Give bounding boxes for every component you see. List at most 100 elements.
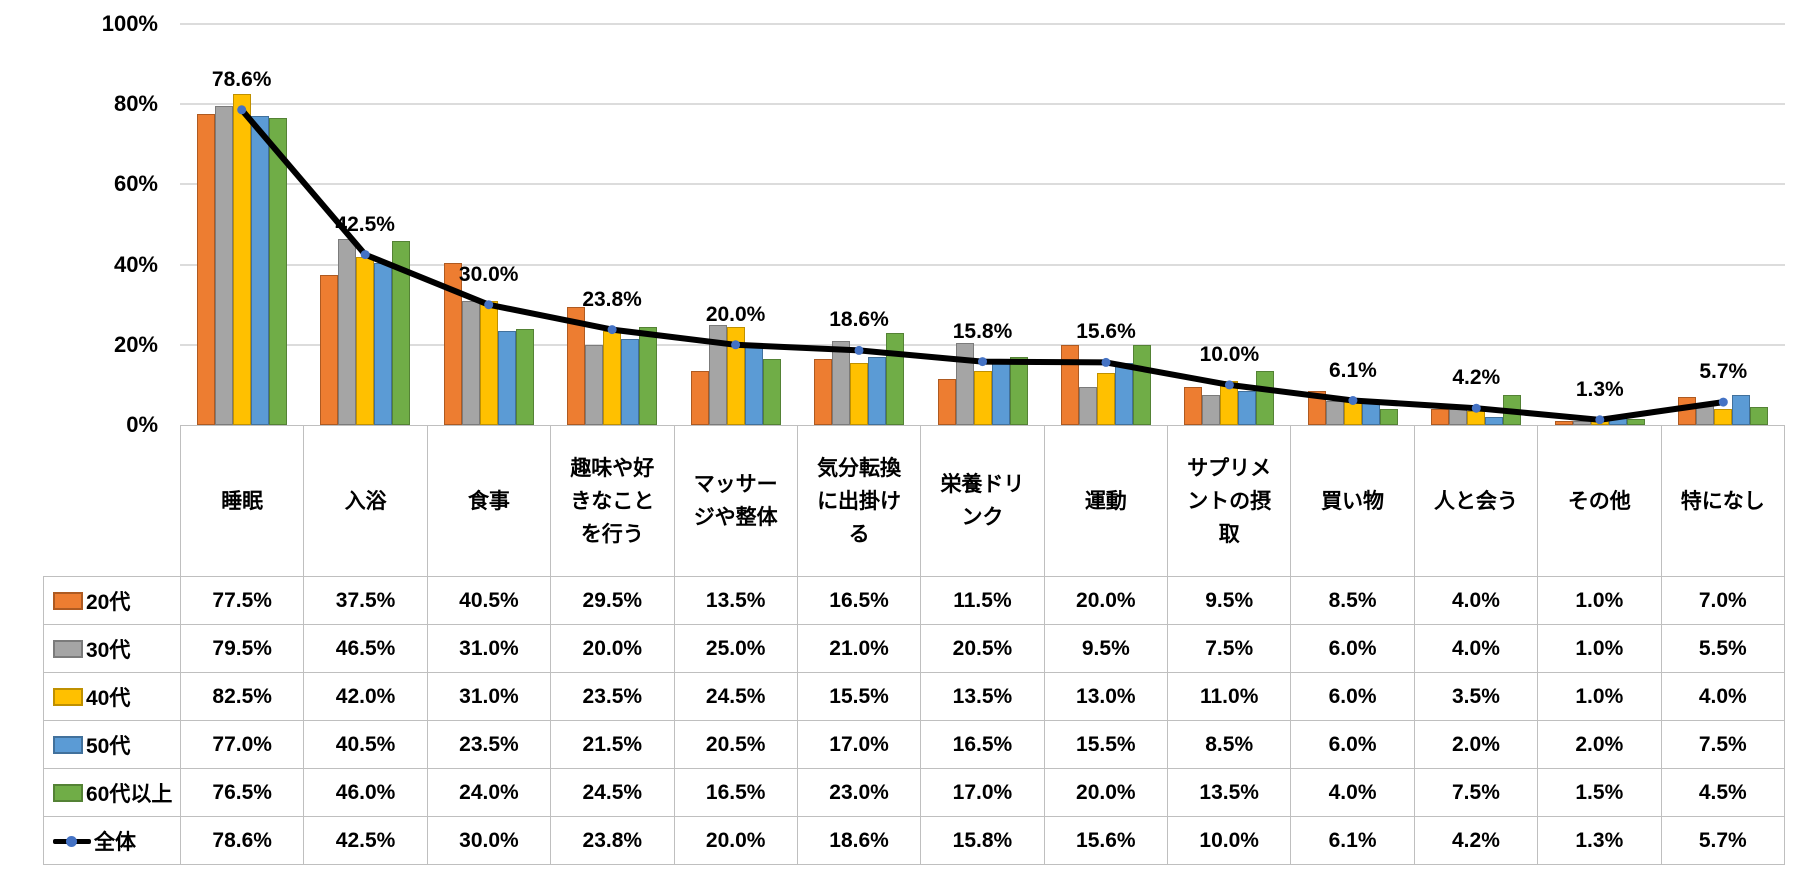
data-label: 78.6% (211, 67, 272, 91)
value-cell: 7.5% (1166, 624, 1292, 673)
data-label: 6.1% (1328, 358, 1377, 382)
value-cell: 23.8% (550, 816, 675, 865)
value-cell: 13.0% (1043, 672, 1169, 721)
data-label: 1.3% (1575, 377, 1624, 401)
legend-swatch-30代 (53, 639, 83, 658)
series-name: 50代 (86, 734, 131, 758)
y-axis-tick-label: 60% (113, 171, 158, 197)
series-row-20代: 20代 77.5% 37.5% 40.5% 29.5% 13.5% 16.5% 11.5% 20… (43, 576, 1785, 625)
bar-20代-人と会う (1431, 409, 1450, 425)
value-cell: 15.5% (1043, 720, 1169, 769)
bar-60代以上-買い物 (1379, 409, 1398, 425)
line-marker (854, 345, 864, 355)
bar-30代-趣味や好きなことを行う (585, 344, 604, 425)
line-marker (1595, 415, 1605, 425)
bar-50代-食事 (497, 330, 516, 425)
category-header: 特になし (1660, 425, 1785, 577)
category-header: 入浴 (303, 425, 428, 577)
line-marker (360, 250, 370, 260)
value-cell: 15.6% (1043, 816, 1169, 865)
value-cell: 2.0% (1413, 720, 1539, 769)
value-cell: 24.5% (673, 672, 798, 721)
line-marker (1101, 357, 1111, 367)
legend-swatch-20代 (53, 591, 83, 610)
line-marker (237, 105, 247, 115)
value-cell: 1.0% (1537, 624, 1662, 673)
value-cell: 21.0% (796, 624, 922, 673)
category-header: サプリメントの摂取 (1166, 425, 1292, 577)
legend-swatch-40代 (53, 687, 83, 706)
value-cell: 1.3% (1537, 816, 1662, 865)
data-table: 睡眠 入浴 食事 趣味や好きなことを行う マッサージや整体 気分転換に出掛ける 栄養ドリンク… (43, 425, 1785, 865)
legend-line-icon (53, 831, 91, 851)
value-cell: 20.5% (673, 720, 798, 769)
series-row-60代以上: 60代以上 76.5% 46.0% 24.0% 24.5% 16.5% 23.0% 17.0%… (43, 768, 1785, 817)
value-cell: 40.5% (303, 720, 428, 769)
value-cell: 15.8% (920, 816, 1045, 865)
category-header: 睡眠 (179, 425, 305, 577)
bar-20代-その他 (1554, 421, 1573, 425)
value-cell: 24.0% (426, 768, 552, 817)
line-marker (1471, 403, 1481, 413)
value-cell: 15.5% (796, 672, 922, 721)
line-marker (607, 325, 617, 335)
value-cell: 30.0% (426, 816, 552, 865)
series-name: 30代 (86, 638, 131, 662)
value-cell: 6.1% (1290, 816, 1415, 865)
value-cell: 8.5% (1290, 576, 1415, 625)
overall-line-series (237, 105, 1728, 425)
bar-30代-食事 (461, 300, 480, 425)
gridline (180, 263, 1785, 266)
value-cell: 20.5% (920, 624, 1045, 673)
bar-20代-趣味や好きなことを行う (567, 306, 586, 425)
line-marker (1718, 397, 1728, 407)
bar-60代以上-趣味や好きなことを行う (639, 326, 658, 425)
bar-20代-入浴 (320, 274, 339, 425)
series-name: 全体 (94, 830, 136, 854)
legend-swatch-60代以上 (53, 783, 83, 802)
category-header: 趣味や好きなことを行う (550, 425, 675, 577)
value-cell: 40.5% (426, 576, 552, 625)
value-cell: 5.5% (1660, 624, 1785, 673)
value-cell: 29.5% (550, 576, 675, 625)
value-cell: 11.0% (1166, 672, 1292, 721)
bar-50代-趣味や好きなことを行う (621, 338, 640, 425)
value-cell: 2.0% (1537, 720, 1662, 769)
data-label: 15.6% (1076, 320, 1136, 344)
value-cell: 23.5% (550, 672, 675, 721)
value-cell: 3.5% (1413, 672, 1539, 721)
value-cell: 24.5% (550, 768, 675, 817)
y-axis-tick-label: 20% (113, 331, 158, 357)
value-cell: 6.0% (1290, 624, 1415, 673)
series-label-cell: 20代 (43, 576, 181, 625)
data-label: 23.8% (582, 287, 642, 311)
data-label: 4.2% (1452, 366, 1501, 390)
value-cell: 13.5% (920, 672, 1045, 721)
bar-30代-睡眠 (214, 106, 233, 425)
category-header: 気分転換に出掛ける (796, 425, 922, 577)
series-name: 20代 (86, 590, 131, 614)
value-cell: 18.6% (796, 816, 922, 865)
value-cell: 20.0% (1043, 576, 1169, 625)
bar-50代-人と会う (1485, 417, 1504, 425)
series-label-cell: 60代以上 (43, 768, 181, 817)
value-cell: 6.0% (1290, 672, 1415, 721)
category-header: 食事 (426, 425, 552, 577)
data-label: 20.0% (705, 302, 766, 326)
legend-swatch-50代 (53, 735, 83, 754)
value-cell: 8.5% (1166, 720, 1292, 769)
value-cell: 31.0% (426, 624, 552, 673)
bar-20代-サプリメントの摂取 (1184, 386, 1203, 425)
value-cell: 20.0% (1043, 768, 1169, 817)
bar-50代-気分転換に出掛ける (868, 356, 886, 425)
value-cell: 1.0% (1537, 576, 1662, 625)
value-cell: 20.0% (673, 816, 798, 865)
line-marker (484, 300, 494, 310)
bar-20代-食事 (443, 262, 462, 425)
data-label: 10.0% (1199, 342, 1260, 366)
y-axis-tick-label: 100% (101, 11, 158, 36)
data-label: 5.7% (1699, 360, 1748, 384)
value-cell: 76.5% (179, 768, 305, 817)
value-cell: 16.5% (673, 768, 798, 817)
value-cell: 13.5% (1166, 768, 1292, 817)
